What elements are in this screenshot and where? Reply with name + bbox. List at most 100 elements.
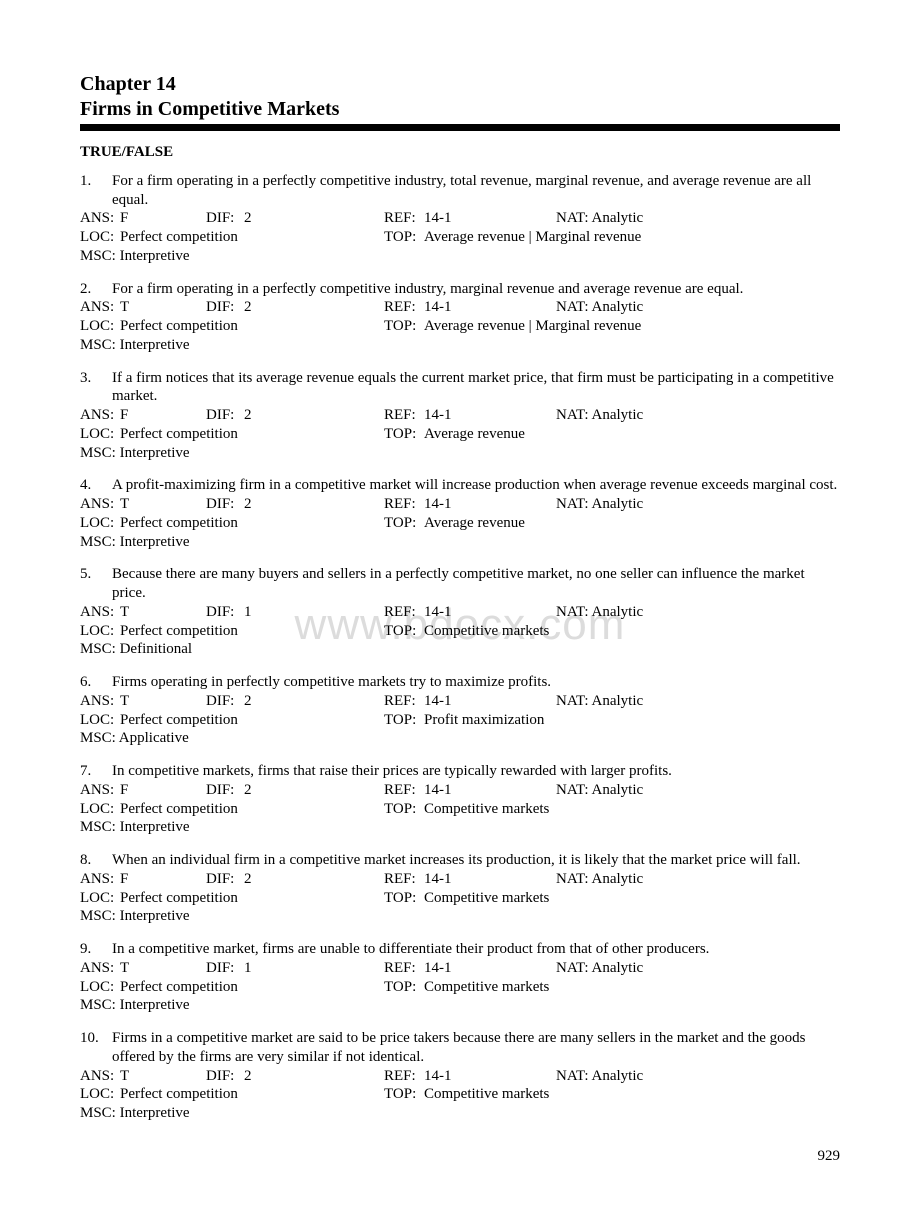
loc-value: Perfect competition bbox=[120, 228, 384, 247]
nat-value: NAT: Analytic bbox=[556, 781, 840, 800]
ans-value: F bbox=[120, 406, 206, 425]
ref-value: 14-1 bbox=[424, 406, 556, 425]
ans-value: T bbox=[120, 959, 206, 978]
ans-label: ANS: bbox=[80, 692, 120, 711]
dif-value: 1 bbox=[244, 959, 384, 978]
question-number: 3. bbox=[80, 369, 112, 388]
top-label: TOP: bbox=[384, 228, 424, 247]
top-value: Profit maximization bbox=[424, 711, 840, 730]
chapter-title: Firms in Competitive Markets bbox=[80, 97, 840, 122]
ans-value: F bbox=[120, 209, 206, 228]
question-number: 2. bbox=[80, 280, 112, 299]
dif-value: 2 bbox=[244, 209, 384, 228]
msc-label: MSC: Interpretive bbox=[80, 444, 190, 463]
nat-value: NAT: Analytic bbox=[556, 603, 840, 622]
question-number: 8. bbox=[80, 851, 112, 870]
msc-label: MSC: Definitional bbox=[80, 640, 192, 659]
dif-value: 2 bbox=[244, 781, 384, 800]
ans-label: ANS: bbox=[80, 495, 120, 514]
top-value: Average revenue bbox=[424, 425, 840, 444]
question-number: 5. bbox=[80, 565, 112, 584]
top-label: TOP: bbox=[384, 711, 424, 730]
question-text: Firms in a competitive market are said t… bbox=[112, 1029, 840, 1067]
question-number: 6. bbox=[80, 673, 112, 692]
msc-label: MSC: Interpretive bbox=[80, 247, 190, 266]
ans-value: T bbox=[120, 603, 206, 622]
ans-value: T bbox=[120, 1067, 206, 1086]
ref-label: REF: bbox=[384, 406, 424, 425]
ref-value: 14-1 bbox=[424, 781, 556, 800]
loc-value: Perfect competition bbox=[120, 317, 384, 336]
ref-label: REF: bbox=[384, 298, 424, 317]
top-value: Competitive markets bbox=[424, 622, 840, 641]
question: 10.Firms in a competitive market are sai… bbox=[80, 1029, 840, 1123]
nat-value: NAT: Analytic bbox=[556, 298, 840, 317]
dif-label: DIF: bbox=[206, 406, 244, 425]
dif-label: DIF: bbox=[206, 959, 244, 978]
ref-label: REF: bbox=[384, 692, 424, 711]
loc-value: Perfect competition bbox=[120, 514, 384, 533]
dif-label: DIF: bbox=[206, 692, 244, 711]
section-label: TRUE/FALSE bbox=[80, 143, 840, 162]
top-label: TOP: bbox=[384, 978, 424, 997]
msc-label: MSC: Interpretive bbox=[80, 818, 190, 837]
question-text: For a firm operating in a perfectly comp… bbox=[112, 172, 840, 210]
dif-value: 2 bbox=[244, 495, 384, 514]
loc-label: LOC: bbox=[80, 711, 120, 730]
loc-label: LOC: bbox=[80, 978, 120, 997]
question-number: 10. bbox=[80, 1029, 112, 1048]
nat-value: NAT: Analytic bbox=[556, 959, 840, 978]
question-text: A profit-maximizing firm in a competitiv… bbox=[112, 476, 840, 495]
loc-label: LOC: bbox=[80, 889, 120, 908]
title-rule bbox=[80, 124, 840, 131]
ref-label: REF: bbox=[384, 495, 424, 514]
top-value: Average revenue bbox=[424, 514, 840, 533]
dif-value: 2 bbox=[244, 870, 384, 889]
top-label: TOP: bbox=[384, 514, 424, 533]
top-value: Competitive markets bbox=[424, 978, 840, 997]
question: 5.Because there are many buyers and sell… bbox=[80, 565, 840, 659]
ans-value: F bbox=[120, 781, 206, 800]
question: 2.For a firm operating in a perfectly co… bbox=[80, 280, 840, 355]
dif-label: DIF: bbox=[206, 495, 244, 514]
dif-value: 2 bbox=[244, 406, 384, 425]
ans-label: ANS: bbox=[80, 603, 120, 622]
question-text: When an individual firm in a competitive… bbox=[112, 851, 840, 870]
question: 8.When an individual firm in a competiti… bbox=[80, 851, 840, 926]
question: 3.If a firm notices that its average rev… bbox=[80, 369, 840, 463]
dif-value: 2 bbox=[244, 298, 384, 317]
ref-value: 14-1 bbox=[424, 209, 556, 228]
question-text: In a competitive market, firms are unabl… bbox=[112, 940, 840, 959]
loc-label: LOC: bbox=[80, 1085, 120, 1104]
question-text: In competitive markets, firms that raise… bbox=[112, 762, 840, 781]
question: 9.In a competitive market, firms are una… bbox=[80, 940, 840, 1015]
dif-value: 1 bbox=[244, 603, 384, 622]
ref-value: 14-1 bbox=[424, 495, 556, 514]
ref-value: 14-1 bbox=[424, 870, 556, 889]
question-text: Firms operating in perfectly competitive… bbox=[112, 673, 840, 692]
ref-value: 14-1 bbox=[424, 603, 556, 622]
ref-label: REF: bbox=[384, 603, 424, 622]
msc-label: MSC: Interpretive bbox=[80, 336, 190, 355]
loc-value: Perfect competition bbox=[120, 800, 384, 819]
top-value: Average revenue | Marginal revenue bbox=[424, 317, 840, 336]
ans-label: ANS: bbox=[80, 298, 120, 317]
msc-label: MSC: Interpretive bbox=[80, 533, 190, 552]
question: 6.Firms operating in perfectly competiti… bbox=[80, 673, 840, 748]
loc-label: LOC: bbox=[80, 800, 120, 819]
ans-label: ANS: bbox=[80, 781, 120, 800]
top-label: TOP: bbox=[384, 425, 424, 444]
ans-value: T bbox=[120, 692, 206, 711]
loc-label: LOC: bbox=[80, 228, 120, 247]
loc-value: Perfect competition bbox=[120, 622, 384, 641]
nat-value: NAT: Analytic bbox=[556, 406, 840, 425]
ans-label: ANS: bbox=[80, 1067, 120, 1086]
question-number: 9. bbox=[80, 940, 112, 959]
top-value: Competitive markets bbox=[424, 800, 840, 819]
msc-label: MSC: Interpretive bbox=[80, 996, 190, 1015]
ans-value: T bbox=[120, 495, 206, 514]
question: 1.For a firm operating in a perfectly co… bbox=[80, 172, 840, 266]
dif-label: DIF: bbox=[206, 870, 244, 889]
loc-value: Perfect competition bbox=[120, 978, 384, 997]
top-label: TOP: bbox=[384, 889, 424, 908]
